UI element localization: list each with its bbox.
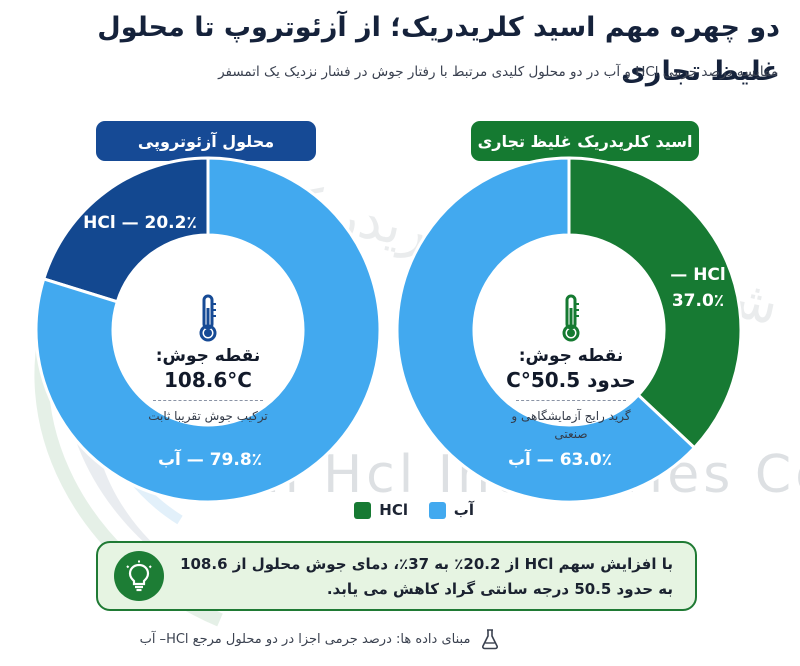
concentrated-center: نقطه جوش: حدود 50.5°C گرید رایج آزمایشگا… [496,294,646,443]
boiling-point-value: 108.6°C [164,368,252,392]
slice-label-water: 63.0٪ — آب [508,448,612,470]
dashed-divider [153,400,263,401]
concentrated-title-pill: اسید کلریدریک غلیظ تجاری [471,121,699,161]
footer-note: مبنای داده ها: درصد جرمی اجزا در دو محلو… [20,628,620,650]
legend-item-hcl: HCl [354,501,408,519]
legend-swatch-water [428,501,446,519]
lightbulb-icon [114,551,164,601]
thermometer-icon [199,294,217,342]
legend-label-water: آب [453,501,474,519]
slice-label-water: 79.8٪ — آب [158,448,262,470]
dashed-divider [516,400,626,401]
boiling-point-note: ترکیب جوش تقریبا ثابت [148,409,268,423]
thermometer-icon [562,294,580,342]
insight-callout: با افزایش سهم HCl از 20.2٪ به 37٪، دمای … [96,541,697,611]
boiling-point-note: گرید رایج آزمایشگاهی و صنعتی [511,409,631,441]
azeotrope-center: نقطه جوش: 108.6°C ترکیب جوش تقریبا ثابت [133,294,283,425]
page-subtitle: مقایسه درصد جرمی HCl و آب در دو محلول کل… [218,64,778,80]
slice-label-hcl: HCl — 20.2٪ [83,213,197,233]
page-title: دو چهره مهم اسید کلریدریک؛ از آزئوتروپ ت… [97,12,780,87]
azeotrope-title-pill: محلول آزئوتروپی [96,121,316,161]
callout-text: با افزایش سهم HCl از 20.2٪ به 37٪، دمای … [180,555,673,598]
legend-item-water: آب [428,501,474,519]
legend: HCl آب [0,501,800,525]
legend-label-hcl: HCl [379,501,408,519]
boiling-point-label: نقطه جوش: [155,346,261,366]
flask-icon [482,629,499,650]
slice-water [34,156,382,504]
boiling-point-label: نقطه جوش: [518,346,624,366]
concentrated-donut: HCl —37.0٪ 63.0٪ — آب [395,156,743,504]
boiling-point-value: حدود 50.5°C [506,368,636,392]
slice-label-hcl: HCl —37.0٪ [670,265,725,311]
footer-text: مبنای داده ها: درصد جرمی اجزا در دو محلو… [139,631,471,647]
legend-swatch-hcl [354,501,372,519]
